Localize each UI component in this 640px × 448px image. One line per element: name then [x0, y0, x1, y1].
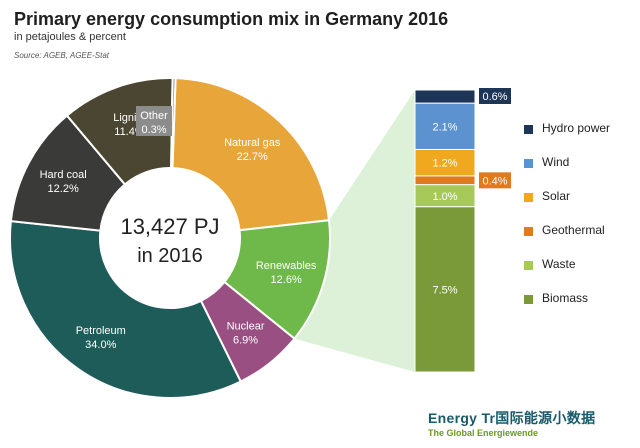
donut-labels: Natural gas 22.7% Renewables 12.6% Nuclear 6.…	[40, 106, 317, 351]
legend-swatch-wind	[524, 159, 533, 168]
legend-item-waste: Waste	[524, 256, 640, 290]
legend-swatch-biomass	[524, 295, 533, 304]
donut-slice-renewables	[223, 219, 331, 340]
donut-center-total: 13,427 PJ	[120, 214, 219, 239]
legend-swatch-waste	[524, 261, 533, 270]
donut-value-other: 0.3%	[141, 124, 166, 136]
chart-subtitle: in petajoules & percent	[14, 31, 126, 43]
donut-value-hard-coal: 12.2%	[48, 183, 79, 195]
legend-item-solar: Solar	[524, 188, 640, 222]
donut-label-hard-coal: Hard coal	[40, 169, 87, 181]
chart-legend: Hydro power Wind Solar Geothermal Waste Bioma…	[524, 120, 640, 324]
donut-label-nuclear: Nuclear	[227, 321, 265, 333]
legend-label-hydro-power: Hydro power	[542, 121, 611, 135]
breakdown-value-hydro-power: 0.6%	[482, 91, 507, 103]
breakdown-segment-geothermal	[414, 175, 476, 186]
breakdown-connector	[294, 90, 415, 372]
breakdown-bar: 0.6% 2.1% 1.2% 0.4% 1.0% 7.5%	[414, 88, 511, 373]
donut-slices	[9, 77, 331, 399]
breakdown-value-waste: 1.0%	[432, 191, 457, 203]
donut-label-bg-other	[136, 106, 172, 136]
donut-value-petroleum: 34.0%	[85, 339, 116, 351]
donut-label-natural-gas: Natural gas	[224, 137, 281, 149]
legend-item-wind: Wind	[524, 154, 640, 188]
donut-value-renewables: 12.6%	[271, 274, 302, 286]
legend-swatch-geothermal	[524, 227, 533, 236]
breakdown-label-bg-hydro-power	[479, 88, 511, 104]
breakdown-segment-wind	[414, 102, 476, 150]
watermark-line1: Energy Tr国际能源小数据	[428, 410, 596, 426]
watermark-logo: Energy Tr国际能源小数据 The Global Energiewende	[428, 408, 595, 438]
breakdown-segment-solar	[414, 148, 476, 177]
legend-swatch-hydro-power	[524, 125, 533, 134]
donut-slice-other	[170, 77, 177, 170]
legend-label-wind: Wind	[542, 155, 570, 169]
donut-value-natural-gas: 22.7%	[237, 151, 268, 163]
donut-slice-petroleum	[9, 220, 243, 399]
donut-label-other: Other	[140, 110, 168, 122]
legend-item-biomass: Biomass	[524, 290, 640, 324]
breakdown-value-solar: 1.2%	[432, 158, 457, 170]
breakdown-segment-biomass	[414, 206, 476, 373]
donut-label-petroleum: Petroleum	[76, 325, 126, 337]
breakdown-value-biomass: 7.5%	[432, 284, 457, 296]
legend-item-geothermal: Geothermal	[524, 222, 640, 256]
legend-item-hydro-power: Hydro power	[524, 120, 640, 154]
breakdown-value-geothermal: 0.4%	[482, 175, 507, 187]
legend-label-solar: Solar	[542, 189, 571, 203]
legend-label-waste: Waste	[542, 257, 576, 271]
donut-value-nuclear: 6.9%	[233, 335, 258, 347]
legend-label-geothermal: Geothermal	[542, 223, 605, 237]
watermark-line2: The Global Energiewende	[428, 428, 539, 438]
breakdown-segment-hydro-power	[414, 89, 476, 104]
donut-label-renewables: Renewables	[256, 260, 317, 272]
breakdown-label-bg-geothermal	[479, 172, 511, 189]
breakdown-value-wind: 2.1%	[432, 121, 457, 133]
donut-slice-natural-gas	[171, 77, 331, 232]
legend-swatch-solar	[524, 193, 533, 202]
legend-label-biomass: Biomass	[542, 291, 589, 305]
chart-title: Primary energy consumption mix in German…	[14, 9, 449, 29]
chart-source: Source: AGEB, AGEE-Stat	[14, 51, 109, 60]
donut-center-year: in 2016	[137, 245, 203, 267]
